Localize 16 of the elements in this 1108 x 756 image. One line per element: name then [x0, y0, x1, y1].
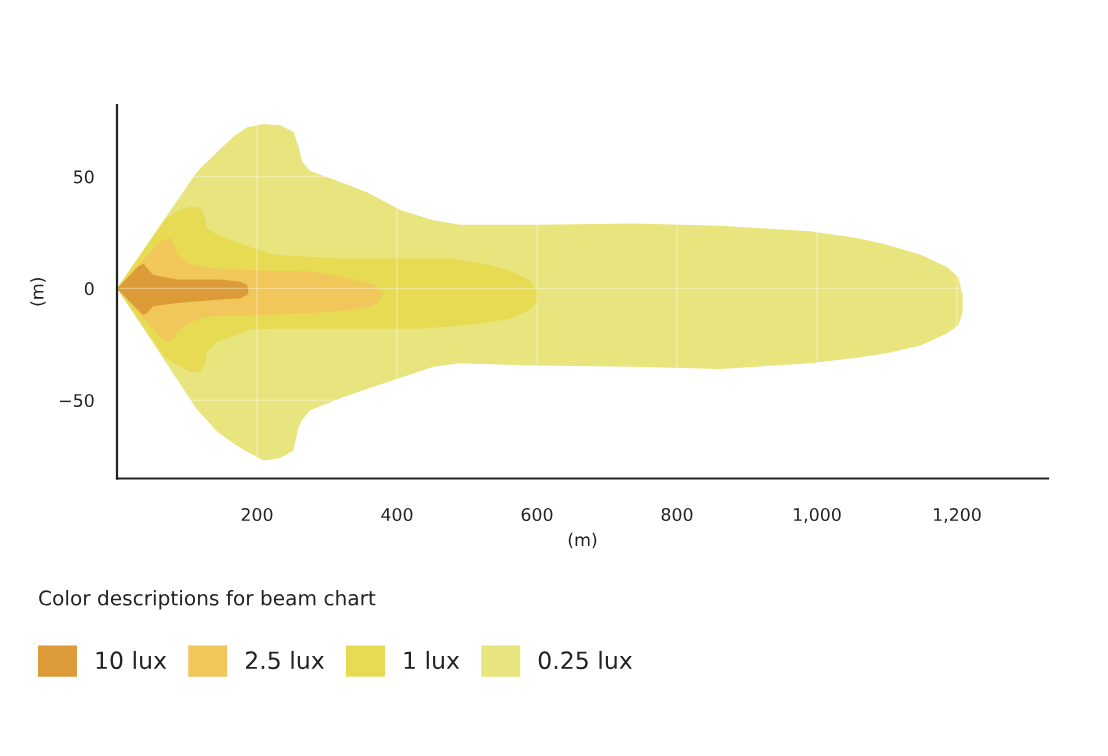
- legend-label: 2.5 lux: [245, 650, 324, 670]
- legend-label: 0.25 lux: [538, 650, 633, 670]
- x-tick-label: 600: [521, 507, 553, 522]
- x-tick-label: 400: [381, 507, 413, 522]
- legend-label: 10 lux: [96, 650, 167, 670]
- legend-title: Color descriptions for beam chart: [39, 590, 376, 610]
- y-axis-title: (m): [30, 278, 46, 306]
- y-tick-label: 50: [74, 170, 94, 184]
- y-tick-label: −50: [59, 393, 94, 408]
- x-tick-label: 1,200: [934, 507, 981, 523]
- x-tick-label: 1,000: [794, 507, 841, 523]
- legend-label: 1 lux: [404, 650, 460, 670]
- x-tick-label: 800: [661, 507, 693, 522]
- x-tick-label: 200: [241, 507, 273, 522]
- x-axis-title: (m): [568, 532, 597, 549]
- y-tick-label: 0: [84, 282, 94, 296]
